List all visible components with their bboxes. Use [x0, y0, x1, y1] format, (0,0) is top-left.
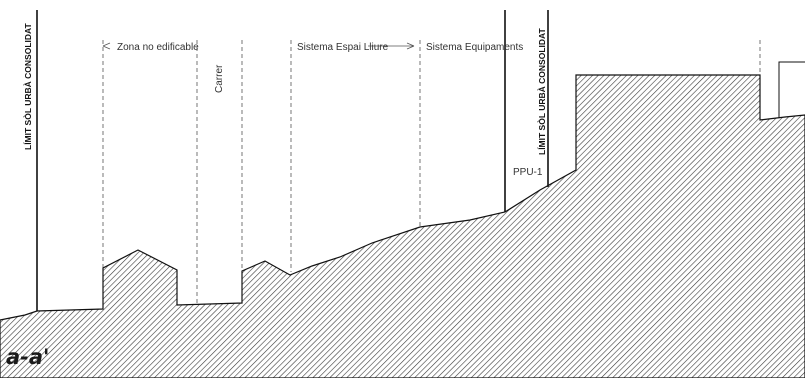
zona-label: Zona no edificable — [117, 42, 199, 53]
espai-label: Sistema Espai Lliure — [297, 42, 389, 53]
limit-label-left: LÍMIT SÒL URBÀ CONSOLIDAT — [22, 22, 33, 150]
espai-arrow-icon — [368, 42, 415, 50]
ppu-label: PPU-1 — [513, 167, 543, 178]
limit-label-right: LÍMIT SÒL URBÀ CONSOLIDAT — [536, 27, 547, 155]
equip-label: Sistema Equipaments — [426, 42, 523, 53]
building-outline — [778, 61, 805, 118]
zona-arrow-icon — [102, 42, 111, 50]
carrer-label: Carrer — [214, 64, 225, 93]
terrain-profile — [0, 74, 805, 378]
section-label: a-a' — [6, 345, 50, 369]
